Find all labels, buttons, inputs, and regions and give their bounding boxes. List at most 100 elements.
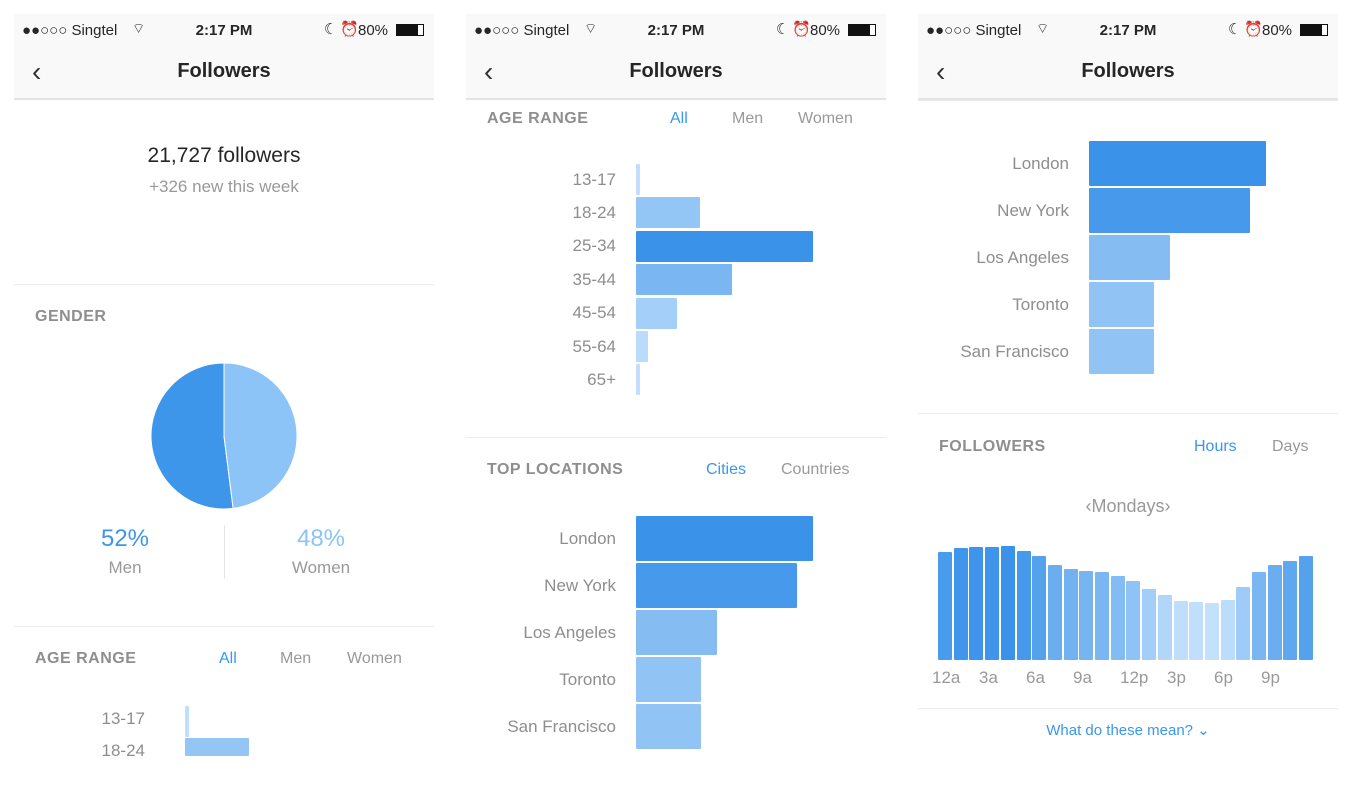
battery-percent: 80%	[358, 22, 389, 39]
help-link[interactable]: What do these mean? ⌄	[1046, 722, 1210, 739]
wifi-icon: ⌔	[132, 20, 146, 36]
age-bar	[636, 197, 700, 229]
status-time: 2:17 PM	[647, 22, 705, 39]
day-selector[interactable]: ‹Mondays›	[1085, 496, 1171, 516]
x-tick-label: 3p	[1167, 668, 1186, 687]
city-bar	[636, 704, 702, 749]
city-bar	[636, 657, 702, 702]
tab-women[interactable]: Women	[798, 110, 853, 127]
x-tick-label: 12a	[932, 668, 961, 687]
status-time: 2:17 PM	[1099, 22, 1157, 39]
x-tick-label: 12p	[1120, 668, 1149, 687]
age-label: 18-24	[572, 202, 616, 222]
alarm-icon: ⏰	[792, 21, 811, 38]
hour-bar	[1220, 599, 1235, 660]
page-title: Followers	[1081, 60, 1175, 82]
women-label: Women	[291, 558, 351, 577]
follower-count: 21,727 followers	[147, 144, 301, 167]
x-tick-label: 6p	[1214, 668, 1233, 687]
hour-bar	[1204, 603, 1219, 660]
age-label: 18-24	[101, 741, 145, 760]
hour-bar	[1095, 572, 1109, 660]
city-label: Toronto	[1012, 294, 1069, 314]
battery-percent: 80%	[1262, 22, 1293, 39]
divider	[14, 284, 434, 285]
back-chevron-left-icon[interactable]: ‹	[32, 56, 42, 87]
city-label: San Francisco	[960, 341, 1069, 361]
city-bar	[636, 516, 813, 561]
tab-women[interactable]: Women	[347, 650, 402, 667]
divider	[918, 708, 1338, 709]
x-tick-label: 9a	[1073, 668, 1092, 687]
age-label: 25-34	[572, 236, 616, 256]
hour-bar	[1000, 546, 1015, 660]
carrier-signal: ●●○○○ Singtel	[22, 22, 118, 39]
city-bar	[1089, 329, 1155, 374]
hour-bar	[1110, 575, 1125, 660]
age-label: 55-64	[572, 336, 616, 356]
age-range-header: AGE RANGE	[35, 650, 137, 667]
age-bar	[636, 164, 640, 195]
tab-men[interactable]: Men	[280, 650, 312, 667]
tab-days[interactable]: Days	[1272, 438, 1309, 455]
nav-bar: ‹ Followers	[466, 48, 886, 100]
gender-divider	[224, 525, 225, 579]
hour-bar	[1047, 565, 1062, 660]
age-bar	[636, 264, 732, 296]
hour-bar	[1032, 556, 1047, 660]
status-bar: ●●○○○ Singtel ⌔ 2:17 PM ☾ ⏰ 80%	[466, 14, 886, 48]
new-this-week: +326 new this week	[149, 177, 299, 196]
city-label: Toronto	[559, 669, 616, 689]
age-label: 13-17	[101, 709, 145, 728]
city-bar	[1089, 282, 1155, 327]
back-chevron-left-icon[interactable]: ‹	[936, 56, 946, 87]
hour-bar	[1079, 571, 1094, 660]
tab-cities[interactable]: Cities	[706, 461, 747, 478]
age-label: 13-17	[572, 169, 616, 189]
age-bar	[185, 738, 249, 756]
screen-followers-overview: ●●○○○ Singtel ⌔ 2:17 PM ☾ ⏰ 80% ‹ Followers 21,7…	[14, 14, 434, 794]
moon-icon: ☾	[324, 21, 338, 38]
age-bar	[185, 706, 189, 737]
divider	[466, 437, 886, 438]
city-label: London	[1012, 153, 1069, 173]
wifi-icon: ⌔	[584, 20, 598, 36]
city-bar	[1089, 235, 1171, 280]
tab-all[interactable]: All	[670, 110, 688, 127]
alarm-icon: ⏰	[1244, 21, 1263, 38]
age-label: 35-44	[572, 269, 616, 289]
hour-bar	[938, 551, 952, 660]
gender-pie-chart	[150, 362, 298, 510]
page-title: Followers	[177, 60, 271, 82]
age-bar	[636, 331, 649, 362]
divider	[918, 100, 1338, 101]
city-bar	[636, 610, 718, 655]
hour-bar	[969, 547, 984, 660]
top-locations-header: TOP LOCATIONS	[487, 461, 624, 478]
city-bar	[636, 563, 798, 608]
city-label: Los Angeles	[523, 622, 616, 642]
battery-icon	[848, 24, 876, 36]
hour-bar	[1267, 565, 1282, 660]
x-tick-label: 3a	[979, 668, 998, 687]
hour-bar	[985, 547, 1000, 660]
battery-icon	[1300, 24, 1328, 36]
carrier-signal: ●●○○○ Singtel	[926, 22, 1022, 39]
hour-bar	[953, 548, 968, 660]
x-tick-label: 6a	[1026, 668, 1045, 687]
tab-men[interactable]: Men	[732, 110, 764, 127]
screen-locations-activity: ●●○○○ Singtel ⌔ 2:17 PM ☾ ⏰ 80% ‹ Followers Lond…	[918, 14, 1338, 794]
back-chevron-left-icon[interactable]: ‹	[484, 56, 494, 87]
city-label: New York	[544, 575, 616, 595]
x-tick-label: 9p	[1261, 668, 1280, 687]
carrier-signal: ●●○○○ Singtel	[474, 22, 570, 39]
age-bar	[636, 230, 813, 262]
status-bar: ●●○○○ Singtel ⌔ 2:17 PM ☾ ⏰ 80%	[14, 14, 434, 48]
tab-all[interactable]: All	[219, 650, 237, 667]
tab-hours[interactable]: Hours	[1194, 438, 1237, 455]
tab-countries[interactable]: Countries	[781, 461, 850, 478]
city-label: Los Angeles	[976, 247, 1069, 267]
hour-bar	[1016, 550, 1031, 660]
alarm-icon: ⏰	[340, 21, 359, 38]
wifi-icon: ⌔	[1036, 20, 1050, 36]
